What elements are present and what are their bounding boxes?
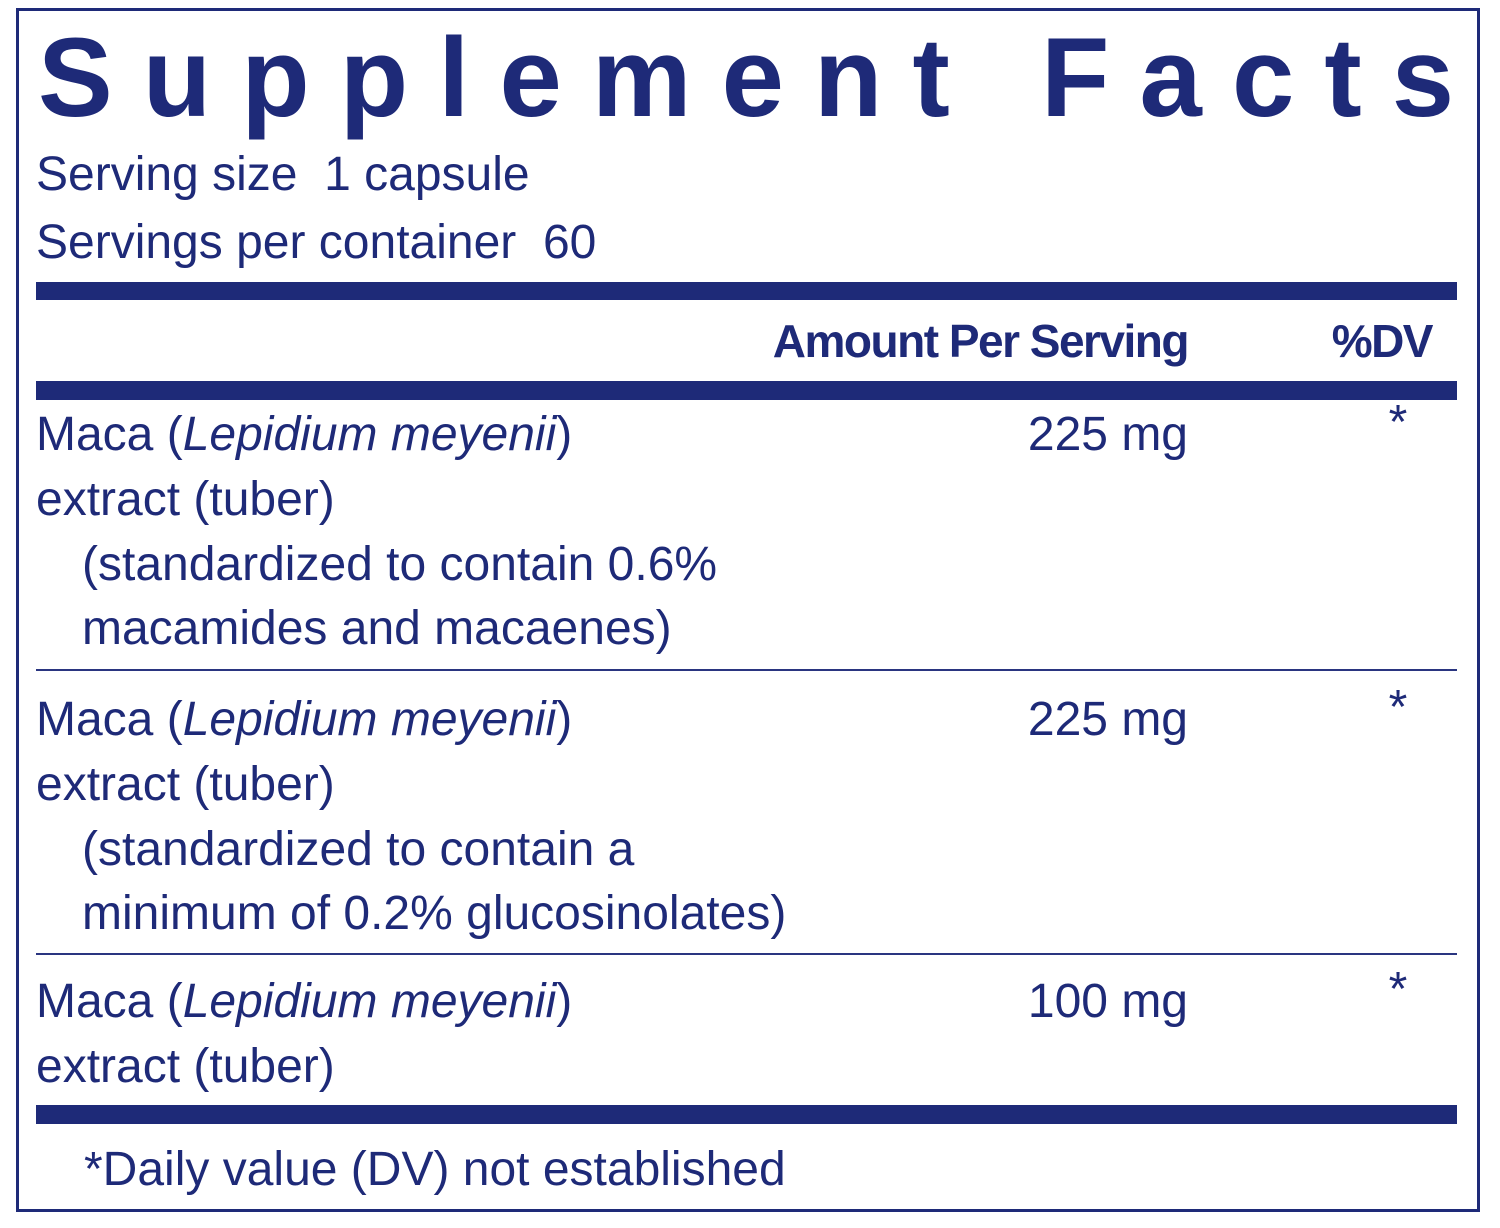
name-prefix: Maca ( bbox=[36, 408, 183, 461]
name-suffix: ) bbox=[556, 693, 573, 746]
label-frame bbox=[16, 8, 1480, 1212]
thick-rule bbox=[36, 282, 1457, 300]
daily-value: * bbox=[1388, 396, 1408, 449]
amount: 225 mg bbox=[1027, 408, 1188, 461]
thick-rule bbox=[36, 1105, 1457, 1124]
dv-header: %DV bbox=[1331, 315, 1434, 367]
name-prefix: Maca ( bbox=[36, 693, 183, 746]
name-latin: Lepidium meyenii bbox=[182, 975, 557, 1028]
ingredient-detail: minimum of 0.2% glucosinolates) bbox=[82, 887, 787, 940]
row-divider bbox=[36, 953, 1457, 955]
amount: 100 mg bbox=[1027, 975, 1188, 1028]
ingredient-detail: (standardized to contain a bbox=[82, 823, 635, 876]
ingredient-name: Maca (Lepidium meyenii) bbox=[36, 970, 572, 1034]
amount: 225 mg bbox=[1027, 693, 1188, 746]
title: Supplement Facts bbox=[38, 15, 1454, 140]
ingredient-part: extract (tuber) bbox=[36, 1040, 335, 1093]
title-area: Supplement Facts bbox=[38, 15, 1454, 140]
ingredient-name: Maca (Lepidium meyenii) bbox=[36, 403, 572, 467]
name-latin: Lepidium meyenii bbox=[182, 693, 557, 746]
footnote: *Daily value (DV) not established bbox=[84, 1143, 786, 1196]
name-latin: Lepidium meyenii bbox=[182, 408, 557, 461]
daily-value: * bbox=[1388, 963, 1408, 1016]
serving-size: Serving size 1 capsule bbox=[36, 143, 530, 207]
thick-rule bbox=[36, 381, 1457, 400]
name-prefix: Maca ( bbox=[36, 975, 183, 1028]
name-suffix: ) bbox=[556, 408, 573, 461]
ingredient-detail: (standardized to contain 0.6% bbox=[82, 538, 718, 591]
ingredient-part: extract (tuber) bbox=[36, 758, 335, 811]
servings-label: Servings per container bbox=[36, 216, 517, 269]
servings-value: 60 bbox=[542, 216, 597, 269]
serving-size-value: 1 capsule bbox=[324, 148, 530, 201]
ingredient-detail: macamides and macaenes) bbox=[82, 602, 672, 655]
ingredient-name: Maca (Lepidium meyenii) bbox=[36, 688, 572, 752]
amount-header: Amount Per Serving bbox=[772, 315, 1190, 367]
row-divider bbox=[36, 669, 1457, 671]
servings-per-container: Servings per container 60 bbox=[36, 211, 596, 275]
serving-size-label: Serving size bbox=[36, 148, 298, 201]
name-suffix: ) bbox=[556, 975, 573, 1028]
daily-value: * bbox=[1388, 681, 1408, 734]
ingredient-part: extract (tuber) bbox=[36, 473, 335, 526]
